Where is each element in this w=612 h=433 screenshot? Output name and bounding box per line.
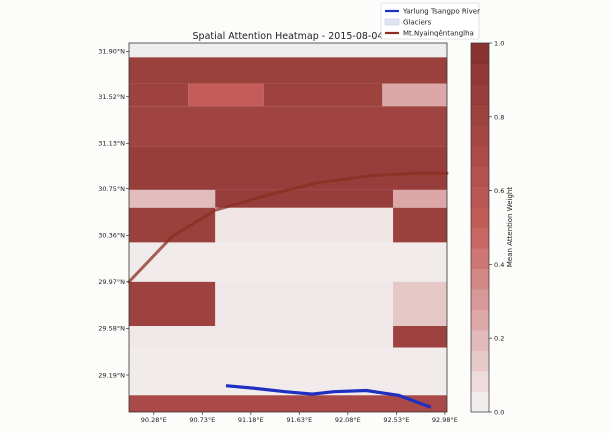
heatmap-cell: [129, 83, 189, 107]
heatmap-cell: [129, 281, 216, 327]
y-tick-label: 31.52°N: [98, 93, 125, 101]
colorbar-tick-label: 0.4: [494, 261, 504, 269]
map-panel: [127, 42, 449, 413]
y-tick-label: 29.58°N: [98, 325, 125, 333]
legend-label: Yarlung Tsangpo River: [402, 8, 480, 16]
heatmap-cell: [263, 83, 383, 107]
heatmap-cell: [129, 242, 447, 282]
legend-label: Glaciers: [403, 19, 432, 27]
colorbar-step: [471, 350, 489, 372]
heatmap-cell: [393, 207, 447, 243]
map-axes: 90.28°E 90.73°E 91.18°E 91.63°E 92.08°E 92.53…: [98, 48, 458, 424]
colorbar-tick-label: 0.2: [494, 335, 504, 343]
y-tick-label: 29.97°N: [98, 278, 125, 286]
heatmap-cell: [129, 347, 447, 396]
colorbar-step: [471, 268, 489, 290]
colorbar-step: [471, 145, 489, 167]
colorbar-step: [471, 371, 489, 392]
colorbar-step: [471, 330, 489, 351]
colorbar-step: [471, 289, 489, 310]
colorbar-step: [471, 391, 489, 413]
x-tick-label: 90.28°E: [141, 416, 167, 424]
colorbar-step: [471, 104, 489, 126]
heatmap-cell: [188, 83, 264, 107]
map-frame: [128, 42, 448, 413]
river-line: [225, 384, 432, 409]
heatmap-cell: [129, 326, 394, 348]
x-tick-label: 91.18°E: [238, 416, 264, 424]
y-tick-label: 30.75°N: [98, 185, 125, 193]
heatmap-cell: [215, 189, 394, 208]
x-tick-label: 92.98°E: [432, 416, 458, 424]
heatmap-cell: [129, 146, 447, 190]
colorbar: 0.0 0.2 0.4 0.6 0.8 1.0: [470, 40, 504, 417]
heatmap-cell: [393, 326, 447, 348]
heatmap-cell: [393, 189, 447, 208]
colorbar-step: [471, 248, 489, 269]
heatmap-cell: [129, 395, 447, 412]
legend-swatch: [384, 18, 400, 26]
colorbar-step: [471, 63, 489, 85]
y-tick-label: 31.13°N: [98, 140, 125, 148]
colorbar-tick-label: 1.0: [494, 40, 504, 48]
chart-title: Spatial Attention Heatmap - 2015-08-04: [193, 31, 384, 42]
colorbar-tick-label: 0.6: [494, 187, 504, 195]
heatmap-cell: [129, 106, 447, 147]
colorbar-step: [471, 84, 489, 105]
colorbar-tick-label: 0.8: [494, 113, 504, 121]
legend-box: [380, 2, 480, 40]
x-tick-label: 91.63°E: [286, 416, 312, 424]
colorbar-frame: [470, 42, 490, 413]
colorbar-step: [471, 227, 489, 249]
heatmap-cell: [129, 189, 216, 208]
colorbar-label: Mean Attention Weight: [506, 187, 514, 267]
colorbar-step: [471, 125, 489, 146]
legend-label: Mt.Nyainqêntanglha: [403, 30, 474, 38]
x-tick-label: 92.08°E: [335, 416, 361, 424]
heatmap-cell: [215, 207, 394, 243]
mountain-range-line: [127, 171, 449, 284]
colorbar-step: [471, 207, 489, 228]
colorbar-step: [471, 166, 489, 187]
y-tick-label: 30.36°N: [98, 232, 125, 240]
colorbar-step: [471, 43, 489, 64]
legend: Yarlung Tsangpo River Glaciers Mt.Nyainqên…: [380, 2, 480, 40]
colorbar-step: [471, 186, 489, 208]
y-tick-label: 31.90°N: [98, 48, 125, 56]
colorbar-tick-label: 0.0: [494, 409, 504, 417]
heatmap-cell: [393, 281, 447, 327]
y-tick-label: 29.19°N: [98, 371, 125, 379]
heatmap-cell: [382, 83, 447, 107]
heatmap-cell: [215, 281, 394, 327]
heatmap-cell: [129, 57, 447, 84]
colorbar-step: [471, 309, 489, 331]
x-tick-label: 92.53°E: [383, 416, 409, 424]
x-tick-label: 90.73°E: [189, 416, 215, 424]
